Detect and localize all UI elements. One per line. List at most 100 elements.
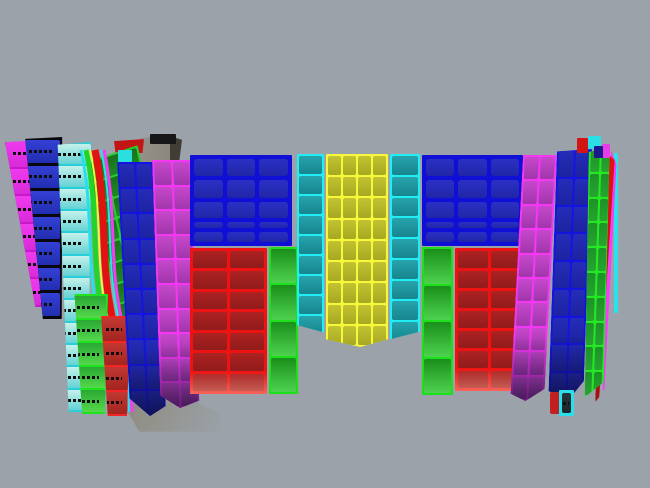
left-blue-grid-column-cell bbox=[123, 240, 139, 263]
left-teal-column-cell bbox=[299, 176, 322, 194]
bottom-cyan-tab[interactable] bbox=[559, 390, 574, 416]
left-magenta-grid-column-cell bbox=[159, 310, 176, 333]
right-blue-panel-block-cell bbox=[490, 159, 519, 177]
right-teal-column[interactable] bbox=[390, 154, 420, 340]
right-red-grid-cell bbox=[490, 251, 520, 268]
right-blue-panel-block-cell bbox=[458, 159, 487, 177]
right-top-red-cap[interactable] bbox=[577, 138, 588, 153]
right-green-grid-column-cell bbox=[599, 199, 608, 222]
left-red-grid-cell bbox=[230, 373, 264, 391]
yellow-center-grid-cell bbox=[373, 283, 386, 303]
right-green-column-cell bbox=[424, 249, 451, 284]
fan-darkgreen-grid-cell bbox=[96, 199, 116, 223]
left-magenta-grid-column-cell bbox=[158, 285, 175, 308]
left-teal-column-cell bbox=[299, 316, 322, 333]
left-magenta-grid-column-cell bbox=[173, 162, 190, 185]
fan-darkgreen-grid-cell bbox=[92, 178, 112, 202]
bottom-red-tab[interactable] bbox=[550, 392, 560, 414]
right-magenta-grid-column-cell bbox=[540, 157, 555, 179]
left-blue-grid-column-cell bbox=[126, 290, 142, 313]
left-blue-grid-column-cell bbox=[127, 315, 143, 338]
right-blue-panel-block-cell bbox=[490, 221, 519, 228]
yellow-center-grid-cell bbox=[343, 240, 356, 261]
right-teal-column-cell bbox=[392, 176, 418, 196]
left-blue-panel-block-cell bbox=[259, 231, 288, 242]
right-blue-panel-block[interactable] bbox=[422, 155, 523, 246]
fan-red-column-cell bbox=[102, 342, 128, 365]
right-magenta-grid-column-cell bbox=[532, 303, 547, 325]
left-green-column-cell bbox=[271, 357, 296, 392]
left-teal-column-cell bbox=[299, 156, 322, 174]
left-red-grid-cell bbox=[230, 251, 264, 269]
left-teal-column[interactable] bbox=[297, 154, 324, 333]
yellow-center-grid[interactable] bbox=[326, 154, 388, 347]
left-magenta-grid-column-cell bbox=[156, 211, 173, 234]
right-magenta-grid-column-cell bbox=[520, 230, 535, 252]
left-magenta-grid-column-cell bbox=[160, 334, 177, 357]
right-top-navy-cap[interactable] bbox=[594, 146, 603, 158]
right-green-grid-column-cell bbox=[594, 347, 603, 370]
right-blue-panel-block-cell bbox=[458, 231, 487, 242]
right-green-grid-column-cell bbox=[597, 248, 606, 271]
left-magenta-grid-column-cell bbox=[174, 211, 191, 234]
left-red-grid-cell bbox=[230, 353, 264, 371]
right-blue-panel-block-cell bbox=[426, 159, 455, 177]
right-green-grid-column-cell bbox=[595, 323, 604, 346]
right-teal-column-cell bbox=[392, 280, 418, 300]
left-blue-grid-column-cell bbox=[130, 366, 146, 389]
yellow-center-grid-cell bbox=[358, 156, 371, 176]
left-blue-panel-block[interactable] bbox=[190, 155, 292, 246]
left-green-column[interactable] bbox=[269, 247, 298, 394]
left-blue-grid-column-cell bbox=[136, 164, 152, 187]
left-red-grid-cell bbox=[230, 312, 264, 330]
left-blue-grid-column-cell bbox=[119, 164, 135, 187]
left-red-grid-cell bbox=[230, 271, 264, 289]
left-blue-panel-block-cell bbox=[259, 221, 288, 228]
right-magenta-grid-column-cell bbox=[535, 255, 550, 277]
left-red-grid[interactable] bbox=[190, 248, 267, 394]
yellow-center-grid-cell bbox=[343, 156, 356, 176]
right-blue-panel-block-cell bbox=[426, 221, 455, 228]
right-blue-panel-block-cell bbox=[490, 201, 519, 218]
right-magenta-grid-column-cell bbox=[522, 181, 537, 203]
right-green-grid-column-cell bbox=[596, 273, 605, 296]
yellow-center-grid-cell bbox=[328, 219, 341, 239]
right-teal-column-cell bbox=[392, 301, 418, 321]
yellow-center-grid-cell bbox=[358, 177, 371, 197]
left-blue-grid-column-cell bbox=[120, 189, 136, 212]
right-green-grid-column-cell bbox=[588, 199, 597, 222]
left-blue-grid-column-cell bbox=[124, 265, 140, 288]
yellow-center-grid-cell bbox=[358, 198, 371, 218]
right-top-magenta-cap[interactable] bbox=[602, 144, 610, 158]
right-red-grid-cell bbox=[458, 351, 488, 368]
yellow-center-grid-cell bbox=[373, 325, 386, 345]
left-red-grid-cell bbox=[230, 291, 264, 310]
right-magenta-grid-column-cell bbox=[517, 279, 532, 301]
yellow-center-grid-cell bbox=[358, 283, 371, 303]
fan-blue-column-cell bbox=[25, 191, 60, 214]
fan-red-column-cell bbox=[102, 367, 128, 390]
right-red-grid-cell bbox=[490, 311, 520, 328]
right-green-column[interactable] bbox=[422, 247, 453, 395]
right-blue-panel-block-cell bbox=[458, 201, 487, 218]
right-red-grid-cell bbox=[458, 251, 488, 268]
right-blue-grid-column-cell bbox=[570, 290, 585, 316]
right-blue-grid-column-cell bbox=[568, 345, 583, 371]
top-black-chip[interactable] bbox=[150, 134, 176, 144]
right-blue-panel-block-cell bbox=[458, 180, 487, 198]
right-cyan-edge[interactable] bbox=[614, 153, 618, 313]
right-magenta-grid-column-cell bbox=[516, 303, 531, 325]
left-red-grid-cell bbox=[193, 291, 227, 310]
right-blue-panel-block-cell bbox=[426, 201, 455, 218]
fan-darkgreen-grid-cell bbox=[101, 219, 120, 243]
top-cyan-chip[interactable] bbox=[118, 150, 132, 162]
right-top-cyan-cap[interactable] bbox=[588, 136, 601, 149]
left-red-grid-cell bbox=[193, 332, 227, 351]
right-red-grid-cell bbox=[490, 271, 520, 288]
yellow-center-grid-cell bbox=[328, 304, 341, 324]
right-red-grid-cell bbox=[458, 331, 488, 348]
right-blue-grid-column-cell bbox=[556, 207, 571, 233]
right-green-column-cell bbox=[424, 322, 451, 357]
left-teal-column-cell bbox=[299, 236, 322, 254]
